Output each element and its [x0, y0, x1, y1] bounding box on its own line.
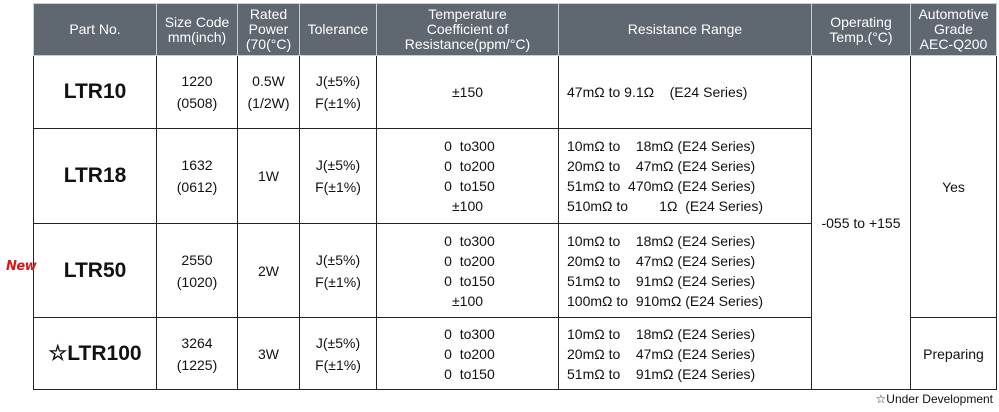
- part-number: LTR10: [33, 55, 157, 129]
- header-tolerance: Tolerance: [299, 3, 377, 56]
- tcr: 0 to300 0 to200 0 to150: [376, 317, 559, 390]
- tcr: ±150: [376, 55, 559, 129]
- resistance-range: 10mΩ to 18mΩ (E24 Series) 20mΩ to 47mΩ (E…: [558, 223, 812, 318]
- header-automotive-grade: Automotive Grade AEC-Q200: [910, 3, 997, 56]
- table-row: LTR10 1220 (0508) 0.5W (1/2W) J(±5%) F(±1%)…: [33, 55, 997, 390]
- footnote: ☆Under Development: [875, 392, 993, 406]
- rated-power: 0.5W (1/2W): [237, 55, 300, 129]
- tcr: 0 to300 0 to200 0 to150 ±100: [376, 223, 559, 318]
- rated-power: 2W: [237, 223, 300, 318]
- resistance-range: 47mΩ to 9.1Ω (E24 Series): [558, 55, 812, 129]
- part-number: LTR18: [33, 128, 157, 224]
- tolerance: J(±5%) F(±1%): [299, 128, 377, 224]
- table-row: LTR50 2550 (1020) 2W J(±5%) F(±1%) 0 to300…: [33, 223, 997, 318]
- header-rated-power: Rated Power (70(°C): [237, 3, 300, 56]
- tolerance: J(±5%) F(±1%): [299, 55, 377, 129]
- part-number: ☆LTR100: [33, 317, 157, 390]
- header-operating-temp: Operating Temp.(°C): [811, 3, 911, 56]
- resistance-range: 10mΩ to 18mΩ (E24 Series) 20mΩ to 47mΩ (E…: [558, 317, 812, 390]
- size-code: 1632 (0612): [156, 128, 238, 224]
- header-part-no: Part No.: [33, 3, 157, 56]
- automotive-yes: Yes: [910, 55, 997, 318]
- spec-table: Part No. Size Code mm(inch) Rated Power (70…: [33, 3, 997, 390]
- rated-power: 3W: [237, 317, 300, 390]
- operating-temp: -055 to +155: [811, 55, 911, 390]
- table-row: ☆LTR100 3264 (1225) 3W J(±5%) F(±1%) 0 to3…: [33, 317, 997, 390]
- header-tcr: Temperature Coefficient of Resistance(ppm/…: [376, 3, 559, 56]
- part-number: LTR50: [33, 223, 157, 318]
- size-code: 2550 (1020): [156, 223, 238, 318]
- tolerance: J(±5%) F(±1%): [299, 317, 377, 390]
- table-row: LTR18 1632 (0612) 1W J(±5%) F(±1%) 0 to300…: [33, 128, 997, 224]
- header-row: Part No. Size Code mm(inch) Rated Power (70…: [33, 3, 997, 56]
- new-badge: New: [6, 259, 37, 274]
- size-code: 3264 (1225): [156, 317, 238, 390]
- header-resistance-range: Resistance Range: [558, 3, 812, 56]
- size-code: 1220 (0508): [156, 55, 238, 129]
- automotive-preparing: Preparing: [910, 317, 997, 390]
- rated-power: 1W: [237, 128, 300, 224]
- resistance-range: 10mΩ to 18mΩ (E24 Series) 20mΩ to 47mΩ (E…: [558, 128, 812, 224]
- tolerance: J(±5%) F(±1%): [299, 223, 377, 318]
- tcr: 0 to300 0 to200 0 to150 ±100: [376, 128, 559, 224]
- header-size-code: Size Code mm(inch): [156, 3, 238, 56]
